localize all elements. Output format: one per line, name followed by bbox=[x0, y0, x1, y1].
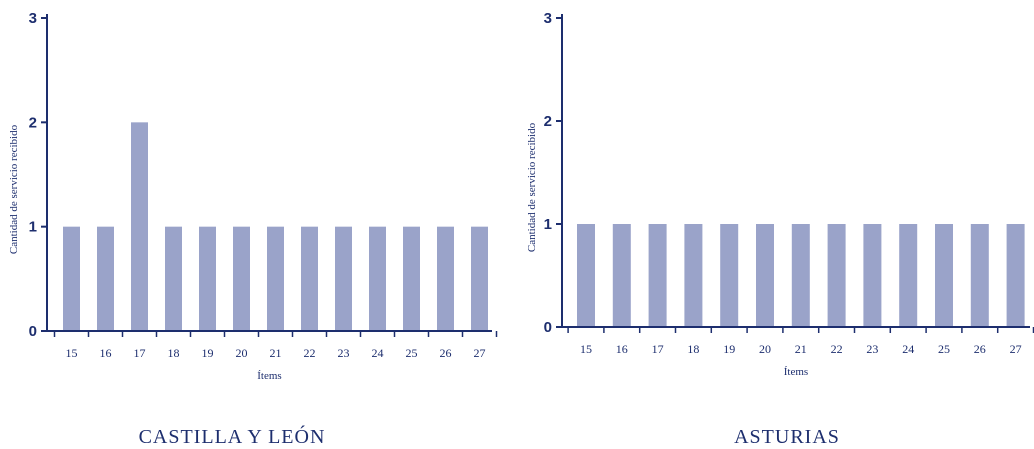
bar bbox=[935, 224, 953, 327]
y-tick-label: 3 bbox=[29, 10, 37, 27]
x-tick-label: 16 bbox=[616, 342, 628, 356]
y-tick-label: 0 bbox=[544, 319, 552, 336]
chart-title: CASTILLA Y LEÓN bbox=[139, 424, 326, 448]
x-tick-label: 16 bbox=[100, 346, 112, 360]
bar bbox=[577, 224, 595, 327]
y-axis-label: Cantidad de servicio recibido bbox=[526, 122, 538, 252]
bar bbox=[165, 226, 182, 331]
chart-title: ASTURIAS bbox=[734, 426, 840, 448]
x-tick-label: 21 bbox=[795, 342, 807, 356]
x-axis-label: Ítems bbox=[784, 366, 808, 378]
y-tick-label: 2 bbox=[29, 114, 37, 131]
bar bbox=[899, 224, 918, 327]
x-tick-label: 24 bbox=[902, 342, 914, 356]
x-tick-label: 18 bbox=[168, 346, 180, 360]
bar bbox=[97, 226, 114, 331]
y-tick-label: 1 bbox=[544, 216, 552, 233]
bar bbox=[471, 226, 488, 331]
x-tick-label: 21 bbox=[270, 346, 282, 360]
x-tick-label: 20 bbox=[759, 342, 771, 356]
x-tick-label: 27 bbox=[474, 346, 486, 360]
bar bbox=[684, 224, 703, 327]
bar bbox=[648, 224, 667, 327]
bar bbox=[863, 224, 882, 327]
x-tick-label: 23 bbox=[338, 346, 350, 360]
x-tick-label: 25 bbox=[938, 342, 950, 356]
x-tick-label: 18 bbox=[687, 342, 699, 356]
x-tick-label: 24 bbox=[372, 346, 384, 360]
x-tick-label: 17 bbox=[652, 342, 664, 356]
bar bbox=[267, 226, 284, 331]
bar bbox=[720, 224, 739, 327]
x-tick-label: 23 bbox=[866, 342, 878, 356]
bar bbox=[612, 224, 631, 327]
bar bbox=[437, 226, 454, 331]
x-tick-label: 19 bbox=[202, 346, 214, 360]
y-tick-label: 3 bbox=[544, 10, 552, 27]
bar bbox=[791, 224, 810, 327]
bar bbox=[199, 226, 216, 331]
bar bbox=[369, 226, 386, 331]
bar bbox=[131, 122, 148, 331]
x-tick-label: 25 bbox=[406, 346, 418, 360]
bar bbox=[403, 226, 420, 331]
y-tick-label: 1 bbox=[29, 219, 37, 236]
bar bbox=[335, 226, 352, 331]
x-tick-label: 26 bbox=[974, 342, 986, 356]
x-tick-label: 27 bbox=[1010, 342, 1022, 356]
x-tick-label: 15 bbox=[580, 342, 592, 356]
x-tick-label: 22 bbox=[831, 342, 843, 356]
bar bbox=[756, 224, 774, 327]
x-tick-label: 22 bbox=[304, 346, 316, 360]
x-tick-label: 17 bbox=[134, 346, 146, 360]
x-tick-label: 15 bbox=[66, 346, 78, 360]
y-tick-label: 2 bbox=[544, 113, 552, 130]
bar bbox=[63, 226, 80, 331]
bar bbox=[301, 226, 318, 331]
y-tick-label: 0 bbox=[29, 323, 37, 340]
bar bbox=[827, 224, 846, 327]
bar bbox=[233, 226, 250, 331]
bar bbox=[1006, 224, 1025, 327]
x-tick-label: 20 bbox=[236, 346, 248, 360]
x-tick-label: 26 bbox=[440, 346, 452, 360]
x-tick-label: 19 bbox=[723, 342, 735, 356]
y-axis-label: Cantidad de servicio recibido bbox=[8, 124, 20, 254]
x-axis-label: Ítems bbox=[257, 370, 281, 382]
bar bbox=[970, 224, 989, 327]
